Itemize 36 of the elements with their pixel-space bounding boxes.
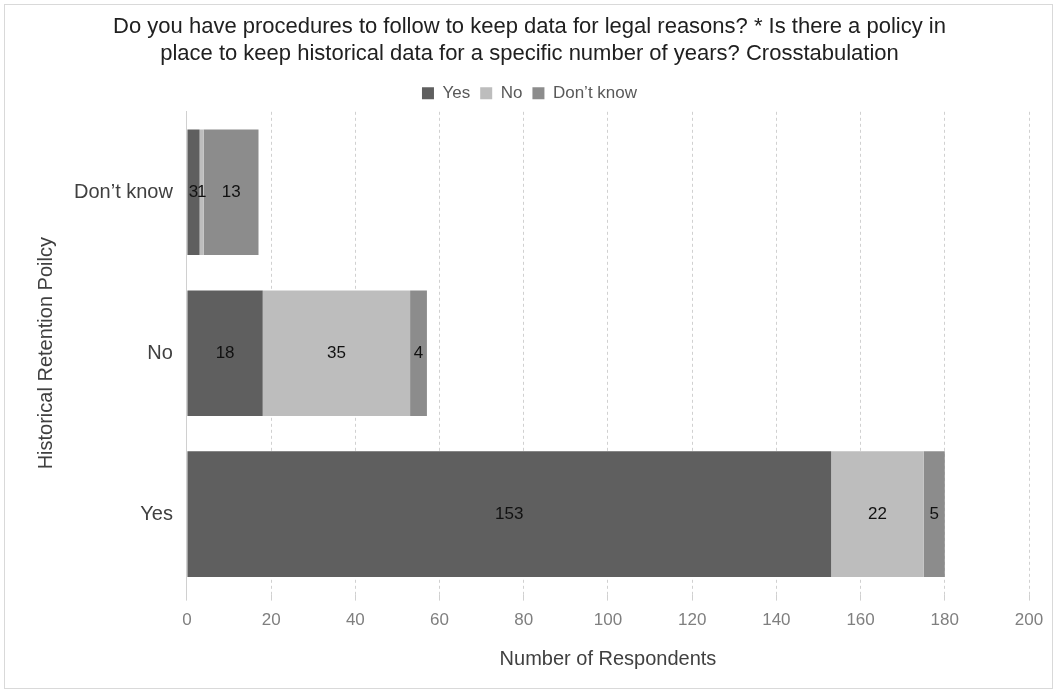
data-label: 22 — [867, 503, 887, 523]
y-tick-label: No — [147, 340, 173, 363]
data-label: 18 — [215, 342, 235, 362]
data-label: 13 — [221, 181, 241, 201]
x-tick-label: 0 — [182, 610, 192, 630]
legend-label: Don’t know — [552, 82, 638, 102]
y-tick-label: Yes — [140, 501, 173, 524]
data-label: 35 — [326, 342, 346, 362]
legend-label: Yes — [442, 82, 471, 102]
x-tick-label: 200 — [1014, 610, 1044, 630]
y-tick-label: Don’t know — [74, 179, 174, 202]
x-tick-label: 160 — [846, 610, 875, 630]
bar — [831, 451, 924, 577]
bar — [187, 129, 200, 256]
x-axis-title: Number of Respondents — [499, 646, 717, 669]
x-tick-label: 120 — [677, 610, 707, 630]
x-tick-label: 40 — [345, 610, 365, 630]
bar — [410, 290, 427, 416]
bar — [923, 451, 945, 577]
data-label: 153 — [495, 503, 524, 523]
data-label: 5 — [929, 503, 939, 523]
bar — [262, 290, 411, 416]
x-tick-label: 140 — [762, 610, 791, 630]
x-tick-label: 100 — [593, 610, 623, 630]
data-label: 4 — [413, 342, 424, 362]
x-tick-label: 60 — [430, 610, 450, 630]
bar — [187, 290, 263, 416]
legend-label: No — [500, 82, 523, 102]
data-label: 3 — [188, 181, 199, 201]
x-tick-label: 20 — [261, 610, 281, 630]
data-label: 1 — [196, 181, 207, 201]
y-axis-title: Historical Retention Poilcy — [33, 237, 56, 470]
x-tick-label: 80 — [514, 610, 534, 630]
bar — [187, 451, 832, 577]
x-tick-label: 180 — [930, 610, 959, 630]
chart-title: Do you have procedures to follow to keep data for legal reasons? * Is there a policy in place to keep historical data for a specific number of years? Crosstabulation — [113, 13, 946, 65]
